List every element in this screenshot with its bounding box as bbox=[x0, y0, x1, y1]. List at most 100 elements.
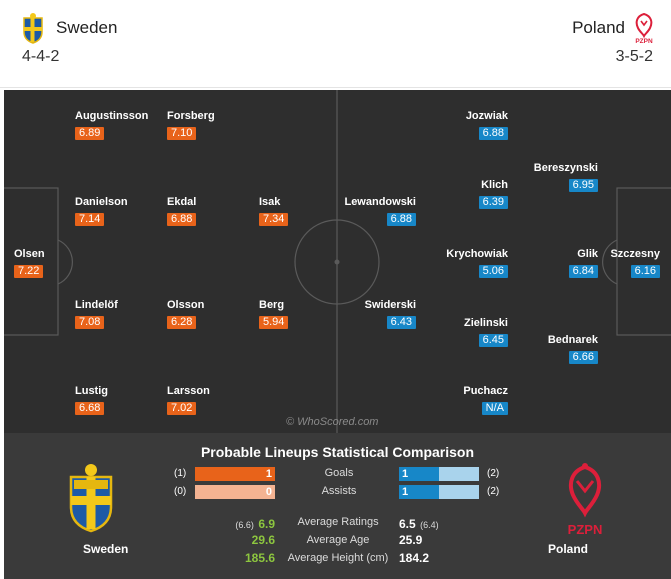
pzpn-logo-text: PZPN bbox=[635, 38, 653, 44]
away-average-height: 184.2 bbox=[399, 551, 430, 565]
away-assists-bar: 1 bbox=[399, 485, 479, 499]
player-name: Danielson bbox=[75, 196, 128, 208]
home-player[interactable]: Lindelöf 7.08 bbox=[75, 299, 165, 330]
player-name: Lewandowski bbox=[344, 196, 416, 208]
average-ratings-label: Average Ratings bbox=[297, 516, 379, 528]
player-name: Bednarek bbox=[547, 334, 598, 346]
away-average-age: 25.9 bbox=[399, 533, 423, 547]
player-rating: 7.22 bbox=[14, 265, 44, 278]
player-name: Jozwiak bbox=[465, 110, 508, 122]
player-rating: 6.66 bbox=[568, 351, 598, 364]
away-player[interactable]: Swiderski 6.43 bbox=[326, 299, 416, 330]
away-goals-bar: 1 bbox=[399, 467, 479, 481]
sweden-crest-icon bbox=[23, 13, 43, 44]
away-player[interactable]: Lewandowski 6.88 bbox=[326, 196, 416, 227]
player-rating: 6.68 bbox=[75, 402, 105, 415]
away-formation: 3-5-2 bbox=[615, 48, 653, 65]
home-player[interactable]: Forsberg 7.10 bbox=[167, 110, 257, 141]
player-name: Klich bbox=[481, 179, 508, 191]
player-name: Augustinsson bbox=[75, 110, 149, 122]
player-rating: 6.88 bbox=[167, 213, 197, 226]
away-team-label: Poland bbox=[548, 542, 589, 556]
away-average-rating: 6.5 (6.4) bbox=[399, 515, 439, 533]
away-goals-fill bbox=[399, 467, 439, 481]
away-average-rating-value: 6.5 bbox=[399, 517, 416, 531]
away-player[interactable]: Szczesny 6.16 bbox=[570, 248, 660, 279]
away-player[interactable]: Zielinski 6.45 bbox=[418, 317, 508, 348]
player-name: Berg bbox=[259, 299, 285, 311]
poland-crest-icon: PZPN bbox=[568, 463, 603, 537]
home-average-age: 29.6 bbox=[251, 533, 275, 547]
away-player[interactable]: Klich 6.39 bbox=[418, 179, 508, 210]
player-name: Ekdal bbox=[167, 196, 197, 208]
home-player[interactable]: Larsson 7.02 bbox=[167, 385, 257, 416]
home-goals-total: (1) bbox=[174, 468, 187, 479]
player-rating: 6.88 bbox=[386, 213, 416, 226]
home-assists-bar: 0 bbox=[195, 485, 275, 499]
average-age-label: Average Age bbox=[306, 534, 370, 546]
player-name: Lindelöf bbox=[75, 299, 118, 311]
away-player[interactable]: Bereszynski 6.95 bbox=[508, 162, 598, 193]
player-rating: 6.89 bbox=[75, 127, 105, 140]
player-name: Isak bbox=[259, 196, 281, 208]
home-player[interactable]: Ekdal 6.88 bbox=[167, 196, 257, 227]
home-player[interactable]: Berg 5.94 bbox=[259, 299, 349, 330]
player-rating: 6.45 bbox=[478, 334, 508, 347]
away-player[interactable]: Glik 6.84 bbox=[508, 248, 598, 279]
player-rating: 7.08 bbox=[75, 316, 105, 329]
away-player[interactable]: Krychowiak 5.06 bbox=[418, 248, 508, 279]
away-player[interactable]: Jozwiak 6.88 bbox=[418, 110, 508, 141]
away-player[interactable]: Puchacz N/A bbox=[418, 385, 508, 416]
home-player[interactable]: Danielson 7.14 bbox=[75, 196, 165, 227]
home-assists-total: (0) bbox=[174, 486, 187, 497]
player-name: Swiderski bbox=[364, 299, 416, 311]
home-player[interactable]: Olsson 6.28 bbox=[167, 299, 257, 330]
home-player[interactable]: Augustinsson 6.89 bbox=[75, 110, 165, 141]
pitch-markings bbox=[4, 90, 671, 433]
average-age-row: 29.6 Average Age 25.9 bbox=[4, 533, 671, 549]
player-name: Larsson bbox=[167, 385, 210, 397]
average-ratings-row: (6.6) 6.9 Average Ratings 6.5 (6.4) bbox=[4, 515, 671, 531]
player-rating: 6.16 bbox=[630, 265, 660, 278]
away-goals-total: (2) bbox=[487, 468, 500, 479]
home-player[interactable]: Olsen 7.22 bbox=[14, 248, 104, 279]
home-player[interactable]: Lustig 6.68 bbox=[75, 385, 165, 416]
away-player[interactable]: Bednarek 6.66 bbox=[508, 334, 598, 365]
player-rating: 7.14 bbox=[75, 213, 105, 226]
player-rating: 7.34 bbox=[259, 213, 289, 226]
home-team-name[interactable]: Sweden bbox=[56, 18, 118, 37]
player-rating: 5.06 bbox=[478, 265, 508, 278]
player-rating: 6.28 bbox=[167, 316, 197, 329]
player-name: Szczesny bbox=[610, 248, 660, 260]
home-goals-value: 1 bbox=[265, 468, 272, 480]
away-goals-value: 1 bbox=[402, 468, 409, 480]
home-team-label: Sweden bbox=[83, 542, 129, 556]
watermark: © WhoScored.com bbox=[286, 416, 379, 428]
player-rating: 7.02 bbox=[167, 402, 197, 415]
away-assists-total: (2) bbox=[487, 486, 500, 497]
lineup-comparison-panel: Probable Lineups Statistical Comparison … bbox=[4, 433, 671, 579]
player-name: Glik bbox=[577, 248, 598, 260]
away-team-name[interactable]: Poland bbox=[572, 18, 625, 37]
home-player[interactable]: Isak 7.34 bbox=[259, 196, 349, 227]
home-goals-bar: 1 bbox=[195, 467, 275, 481]
home-average-rating-prev: (6.6) bbox=[235, 520, 254, 530]
player-rating: 5.94 bbox=[259, 316, 289, 329]
poland-crest-icon: PZPN bbox=[635, 12, 653, 44]
away-assists-fill bbox=[399, 485, 439, 499]
player-rating: 6.39 bbox=[478, 196, 508, 209]
player-rating: N/A bbox=[481, 402, 508, 415]
home-goals-fill bbox=[195, 467, 275, 481]
home-average-rating-value: 6.9 bbox=[258, 517, 275, 531]
goals-row: (1) 1 Goals 1 (2) bbox=[4, 466, 671, 482]
pzpn-logo-text: PZPN bbox=[568, 522, 603, 537]
player-name: Krychowiak bbox=[446, 248, 508, 260]
player-rating: 7.10 bbox=[167, 127, 197, 140]
home-average-rating: (6.6) 6.9 bbox=[235, 515, 275, 533]
player-name: Lustig bbox=[75, 385, 108, 397]
player-name: Olsson bbox=[167, 299, 205, 311]
pitch: Augustinsson 6.89 Forsberg 7.10 Danielso… bbox=[4, 90, 671, 433]
home-formation: 4-4-2 bbox=[22, 48, 60, 65]
player-name: Olsen bbox=[14, 248, 45, 260]
player-name: Bereszynski bbox=[533, 162, 598, 174]
